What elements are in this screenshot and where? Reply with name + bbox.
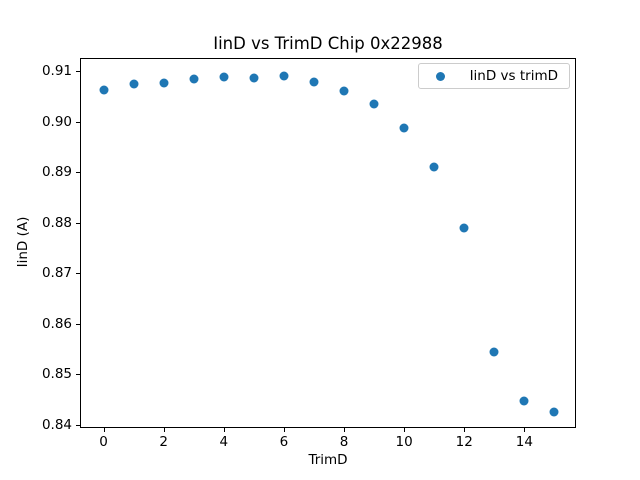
legend: IinD vs trimD [417,63,570,89]
data-point [129,79,139,89]
x-tick-label: 4 [219,434,229,450]
y-tick-mark [76,222,80,224]
x-tick-label: 0 [99,434,108,450]
y-tick-label: 0.90 [41,113,72,130]
x-tick-label: 10 [395,434,413,450]
y-tick-label: 0.87 [41,265,72,282]
y-tick-label: 0.85 [41,366,72,383]
data-point [459,223,469,233]
data-point [99,85,109,95]
data-point [249,73,259,83]
data-point [189,74,199,84]
x-tick-mark [344,428,346,432]
y-axis-label: IinD (A) [15,216,31,268]
x-axis-label: TrimD [308,452,348,468]
y-tick-mark [76,71,80,73]
data-point [279,71,289,81]
data-point [549,407,559,417]
data-point [489,347,499,357]
y-tick-mark [76,172,80,174]
y-tick-mark [76,273,80,275]
data-point [219,72,229,82]
data-point [339,86,349,96]
chart-title: IinD vs TrimD Chip 0x22988 [213,34,443,53]
y-tick-mark [76,121,80,123]
data-point [519,396,529,406]
x-tick-label: 12 [455,434,473,450]
y-tick-label: 0.91 [41,63,72,80]
legend-label: IinD vs trimD [469,68,558,84]
x-tick-mark [404,428,406,432]
plot-area: 0 2 4 6 8 10 12 14 0.84 0.85 0.86 0.87 0.88 0.89 0.90 0… [42,58,576,450]
legend-dot-icon [435,71,445,81]
y-tick-label: 0.88 [41,214,72,231]
x-tick-label: 2 [159,434,168,450]
y-tick-mark [76,424,80,426]
data-point [159,78,169,88]
x-tick-label: 6 [279,434,289,450]
x-tick-mark [163,428,165,432]
x-tick-mark [103,428,105,432]
y-tick-mark [76,323,80,325]
x-tick-mark [223,428,225,432]
y-tick-label: 0.86 [41,315,72,332]
x-tick-mark [283,428,285,432]
x-tick-mark [464,428,466,432]
y-tick-mark [76,374,80,376]
x-tick-label: 14 [515,434,533,450]
x-tick-mark [524,428,526,432]
data-point [369,99,379,109]
data-point [429,162,439,172]
x-tick-label: 8 [339,434,349,450]
y-tick-label: 0.84 [41,416,72,433]
data-point [399,123,409,133]
data-point [309,77,319,87]
y-tick-label: 0.89 [41,164,72,181]
